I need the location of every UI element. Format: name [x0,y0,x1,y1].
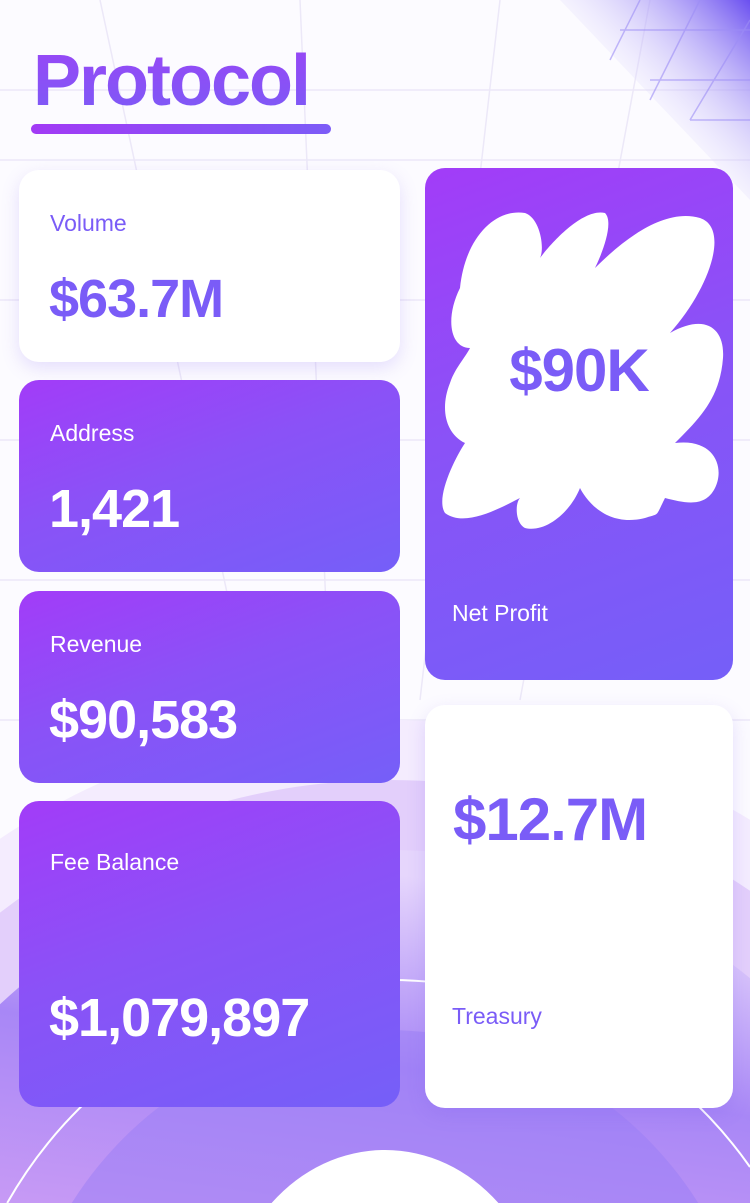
net-profit-value: $90K [509,337,649,404]
fee-balance-value: $1,079,897 [49,988,310,1048]
address-value: 1,421 [49,479,180,539]
revenue-label: Revenue [50,631,143,657]
net-profit-label: Net Profit [452,600,548,626]
title-underline [31,124,331,134]
volume-label: Volume [50,210,127,236]
treasury-card: $12.7M Treasury [425,705,733,1108]
treasury-value: $12.7M [453,786,648,853]
address-label: Address [50,420,135,446]
fee-balance-label: Fee Balance [50,849,180,875]
volume-value: $63.7M [49,269,224,329]
address-card: Address 1,421 [19,380,400,572]
volume-card: Volume $63.7M [19,170,400,362]
fee-balance-card: Fee Balance $1,079,897 [19,801,400,1107]
page-title: Protocol [33,41,311,121]
revenue-card: Revenue $90,583 [19,591,400,783]
revenue-value: $90,583 [49,690,238,750]
cloud-blob-shape [442,212,724,529]
net-profit-card: $90K Net Profit [425,168,733,680]
treasury-label: Treasury [452,1003,542,1029]
